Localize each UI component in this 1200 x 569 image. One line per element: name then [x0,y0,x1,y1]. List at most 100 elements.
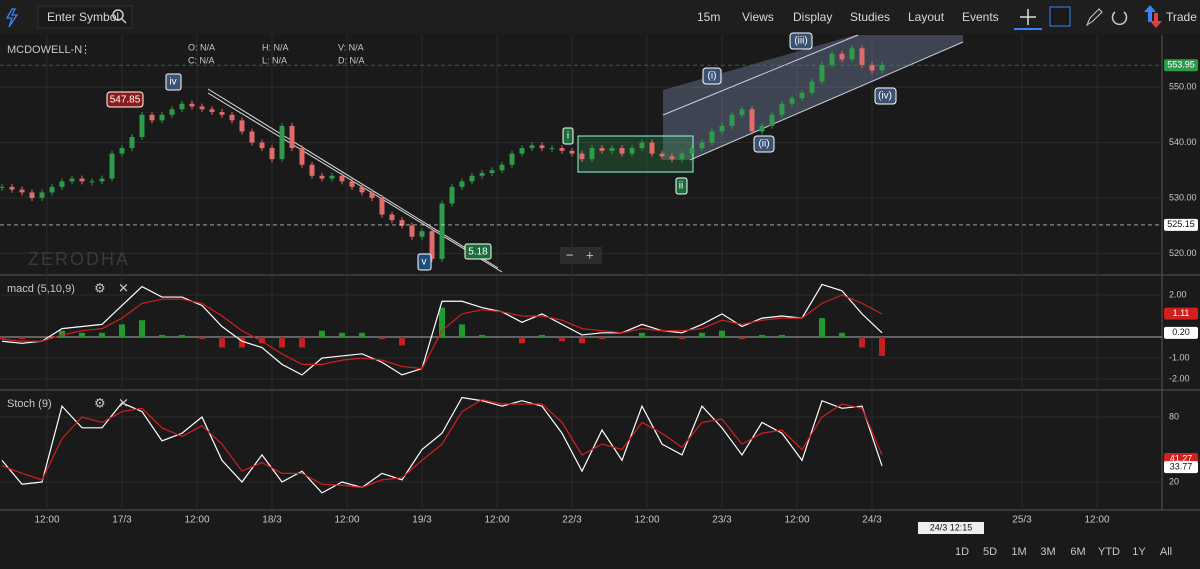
candle [789,98,795,104]
candle [49,186,55,193]
candle [869,64,875,71]
range-button[interactable]: 3M [1040,546,1055,558]
histogram-bar [219,337,225,348]
search-placeholder[interactable]: Enter Symbol [47,10,119,24]
comment-tool[interactable] [1049,6,1071,27]
range-button[interactable]: 6M [1070,546,1085,558]
candle [99,178,105,182]
candle [499,164,505,171]
y-tick-label: 2.00 [1169,289,1187,299]
x-tick-label: 12:00 [1084,515,1109,526]
range-button[interactable]: 5D [983,546,997,558]
search-icon [121,18,127,24]
candle [399,220,405,226]
annotation: ii [679,181,683,192]
reset-tool[interactable] [1111,11,1128,26]
close[interactable]: ✕ [118,280,129,295]
zoom-in[interactable]: + [586,247,594,262]
candle [489,170,495,174]
x-tick-label: 12:00 [184,515,209,526]
candle [329,175,335,179]
candle [829,53,835,65]
candle [609,148,615,151]
x-tick-label: 23/3 [712,515,732,526]
menu-dots[interactable]: ⋮ [80,44,91,56]
candle [299,148,305,165]
histogram-bar [399,337,405,346]
zoom-out[interactable]: − [566,247,574,262]
histogram-bar [759,334,765,338]
candle [0,186,5,188]
indicator-line [1,283,883,376]
histogram-bar [199,337,205,340]
candle [649,142,655,154]
histogram-bar [259,337,265,344]
candle [479,173,485,176]
candle [349,181,355,187]
price-label: 41.27 [1170,453,1193,463]
range-button[interactable]: All [1160,546,1172,558]
menu-item[interactable]: Events [962,10,999,24]
search-box[interactable] [37,5,133,29]
histogram-bar [479,334,485,338]
y-tick-label: -1.00 [1169,352,1190,362]
candle [259,142,265,149]
histogram-bar [139,320,145,338]
candle [549,148,555,150]
candle [449,186,455,204]
candle [719,125,725,132]
candle [109,153,115,179]
range-button[interactable]: 1D [955,546,969,558]
histogram-bar [339,332,345,338]
candle [129,136,135,149]
candle [799,92,805,99]
histogram-bar [679,337,685,340]
ohlc-field: D: N/A [338,55,365,65]
range-box [577,135,694,173]
menu-item[interactable]: Display [793,10,832,24]
ohlc-field: H: N/A [262,42,289,52]
candle [709,131,715,143]
settings[interactable]: ⚙ [94,280,106,295]
trade-button[interactable]: Trade [1166,10,1197,24]
menu-item[interactable]: 15m [697,10,720,24]
candle [119,148,125,154]
candle [169,109,175,115]
candle [879,64,885,71]
candle [159,114,165,121]
price-label: 525.15 [1167,219,1195,229]
range-button[interactable]: 1Y [1132,546,1146,558]
channel [663,35,963,160]
candle [189,103,195,107]
channel-line [662,34,859,116]
histogram-bar [539,334,545,338]
histogram-bar [79,332,85,338]
ohlc-field: V: N/A [338,42,364,52]
menu-item[interactable]: Layout [908,10,945,24]
draw-tool[interactable] [1085,8,1103,27]
candle [599,148,605,151]
settings[interactable]: ⚙ [94,395,106,410]
histogram-bar [599,337,605,340]
x-tick-label: 25/3 [1012,515,1032,526]
menu-item[interactable]: Studies [850,10,890,24]
range-button[interactable]: YTD [1098,546,1120,558]
trade-icon[interactable] [1144,5,1156,22]
range-button[interactable]: 1M [1011,546,1026,558]
candle [409,225,415,237]
search-icon[interactable] [112,9,124,21]
annotation: i [567,131,569,142]
indicator-line [1,396,883,494]
x-tick-label: 17/3 [112,515,132,526]
candle [859,48,865,65]
close[interactable]: ✕ [118,395,129,410]
candle [759,125,765,132]
menu-item[interactable]: Views [742,10,774,24]
annotation-box [106,91,144,108]
candle [769,114,775,126]
zoom-control [560,247,602,264]
annotation: v [422,257,427,268]
y-tick-label: 520.00 [1169,248,1197,258]
logo [5,8,19,28]
candle [249,131,255,143]
